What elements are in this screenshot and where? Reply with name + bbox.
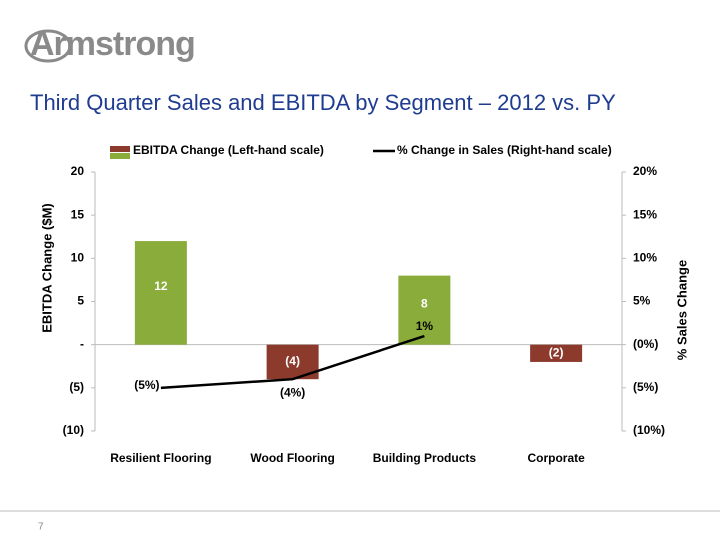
line <box>160 334 425 390</box>
y-tick-label: 15 <box>71 207 85 221</box>
x-tick-label: Corporate <box>527 451 585 465</box>
y-tick-label: 10 <box>71 251 85 265</box>
legend-swatch <box>110 153 130 159</box>
y2-tick-label: 10% <box>633 251 657 265</box>
y-tick-label: (10) <box>63 423 84 437</box>
y-tick-label: - <box>80 337 84 351</box>
y2-tick-label: 15% <box>633 207 657 221</box>
y-tick-label: 5 <box>77 294 84 308</box>
line-value-label: (5%) <box>134 378 159 392</box>
bar-value-label: 8 <box>421 296 428 310</box>
y-tick-label: 20 <box>71 164 85 178</box>
y2-tick-label: 20% <box>633 164 657 178</box>
y2-tick-label: (10%) <box>633 423 665 437</box>
bar <box>530 344 583 362</box>
bar-value-label: (4) <box>285 354 300 368</box>
y2-tick-label: (5%) <box>633 380 658 394</box>
x-tick-label: Wood Flooring <box>250 451 334 465</box>
x-tick-label: Building Products <box>373 451 477 465</box>
logo: Armstrong <box>30 25 195 63</box>
line-value-label: (4%) <box>280 385 305 399</box>
y-tick-label: (5) <box>69 380 84 394</box>
y2-axis-label: % Sales Change <box>674 260 689 360</box>
bar <box>134 241 187 345</box>
y-axis-label: EBITDA Change ($M) <box>39 203 54 333</box>
bar-value-label: (2) <box>549 345 564 359</box>
bar <box>398 275 451 345</box>
bar-value-label: 12 <box>154 279 168 293</box>
y2-tick-label: (0%) <box>633 337 658 351</box>
logo-ring <box>24 29 72 63</box>
legend-label: % Change in Sales (Right-hand scale) <box>397 143 612 157</box>
line-value-label: 1% <box>416 319 434 333</box>
page-number: 7 <box>38 522 44 533</box>
legend-label: EBITDA Change (Left-hand scale) <box>133 143 324 157</box>
y2-tick-label: 5% <box>633 294 651 308</box>
x-tick-label: Resilient Flooring <box>110 451 211 465</box>
legend-swatch <box>110 146 130 152</box>
slide-title: Third Quarter Sales and EBITDA by Segmen… <box>30 90 616 115</box>
